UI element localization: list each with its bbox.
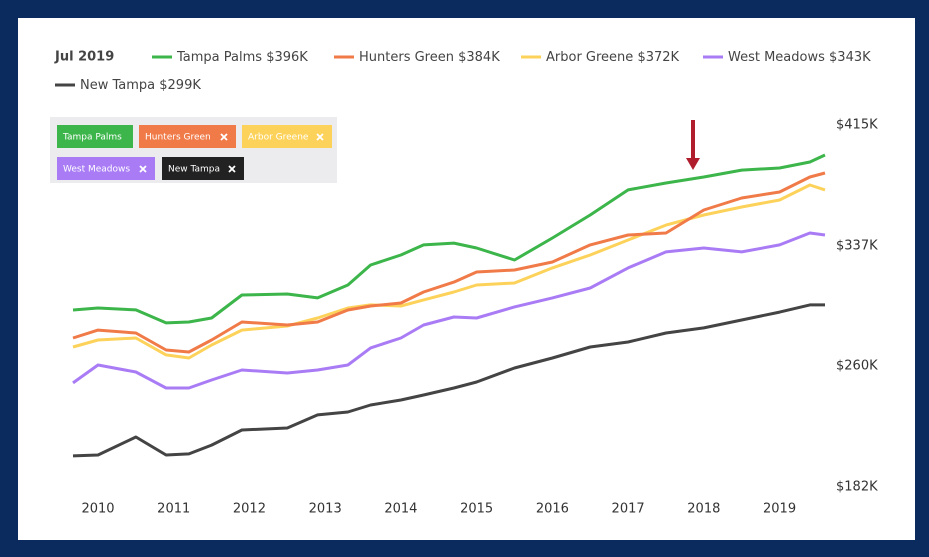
x-tick-label: 2013 <box>309 502 342 517</box>
chip-label: Tampa Palms <box>62 133 122 143</box>
legend-name: West Meadows <box>728 50 825 65</box>
legend-name: Arbor Greene <box>546 50 633 65</box>
legend-label: Arbor Greene $372K <box>546 50 680 65</box>
x-tick-label: 2011 <box>157 502 190 517</box>
x-tick-label: 2014 <box>384 502 417 517</box>
chip-close-icon <box>139 165 147 173</box>
chip-background <box>242 125 332 148</box>
x-tick-label: 2015 <box>460 502 493 517</box>
x-tick-label: 2019 <box>763 502 796 517</box>
panel <box>18 18 915 540</box>
annotation-arrow <box>686 120 700 170</box>
legend-name: New Tampa <box>80 78 155 93</box>
chip-background <box>57 157 155 180</box>
legend-item: Tampa Palms $396K <box>152 50 308 65</box>
legend-label: Hunters Green $384K <box>359 50 500 65</box>
series-line <box>72 153 826 325</box>
series-line <box>72 183 826 360</box>
legend-item: New Tampa $299K <box>55 78 201 93</box>
series-line <box>72 171 826 354</box>
series-line <box>72 231 826 390</box>
legend-name: Hunters Green <box>359 50 454 65</box>
chip-background <box>139 125 236 148</box>
filter-chip[interactable]: West Meadows <box>57 157 155 180</box>
chip-label: Arbor Greene <box>248 133 309 143</box>
chip-background <box>57 125 133 148</box>
y-tick-label: $260K <box>836 358 878 373</box>
chip-label: New Tampa <box>168 165 220 175</box>
legend-value: $372K <box>637 50 679 65</box>
legend-value: $299K <box>159 78 201 93</box>
chip-background <box>162 157 244 180</box>
legend-value: $384K <box>458 50 500 65</box>
y-tick-label: $182K <box>836 480 878 495</box>
chip-close-icon <box>220 133 228 141</box>
x-tick-label: 2017 <box>612 502 645 517</box>
x-tick-label: 2016 <box>536 502 569 517</box>
legend-name: Tampa Palms <box>176 50 262 65</box>
chip-close-icon <box>316 133 324 141</box>
date-label: Jul 2019 <box>54 50 114 65</box>
legend-item: Arbor Greene $372K <box>521 50 680 65</box>
chip-label: Hunters Green <box>145 133 211 143</box>
chip-close-icon <box>228 165 236 173</box>
filter-chip[interactable]: Hunters Green <box>139 125 236 148</box>
legend-item: West Meadows $343K <box>703 50 871 65</box>
filter-chip[interactable]: New Tampa <box>162 157 244 180</box>
legend-label: Tampa Palms $396K <box>176 50 308 65</box>
legend-label: West Meadows $343K <box>728 50 871 65</box>
y-tick-label: $415K <box>836 118 878 133</box>
x-tick-label: 2012 <box>233 502 266 517</box>
series-line <box>72 303 825 458</box>
legend-value: $343K <box>829 50 871 65</box>
legend-label: New Tampa $299K <box>80 78 201 93</box>
x-tick-label: 2010 <box>81 502 114 517</box>
filter-chip[interactable]: Tampa Palms <box>57 125 133 148</box>
legend-item: Hunters Green $384K <box>334 50 500 65</box>
y-tick-label: $337K <box>836 239 878 254</box>
chip-label: West Meadows <box>63 165 130 175</box>
x-tick-label: 2018 <box>687 502 720 517</box>
filter-chip[interactable]: Arbor Greene <box>242 125 332 148</box>
legend-value: $396K <box>266 50 308 65</box>
